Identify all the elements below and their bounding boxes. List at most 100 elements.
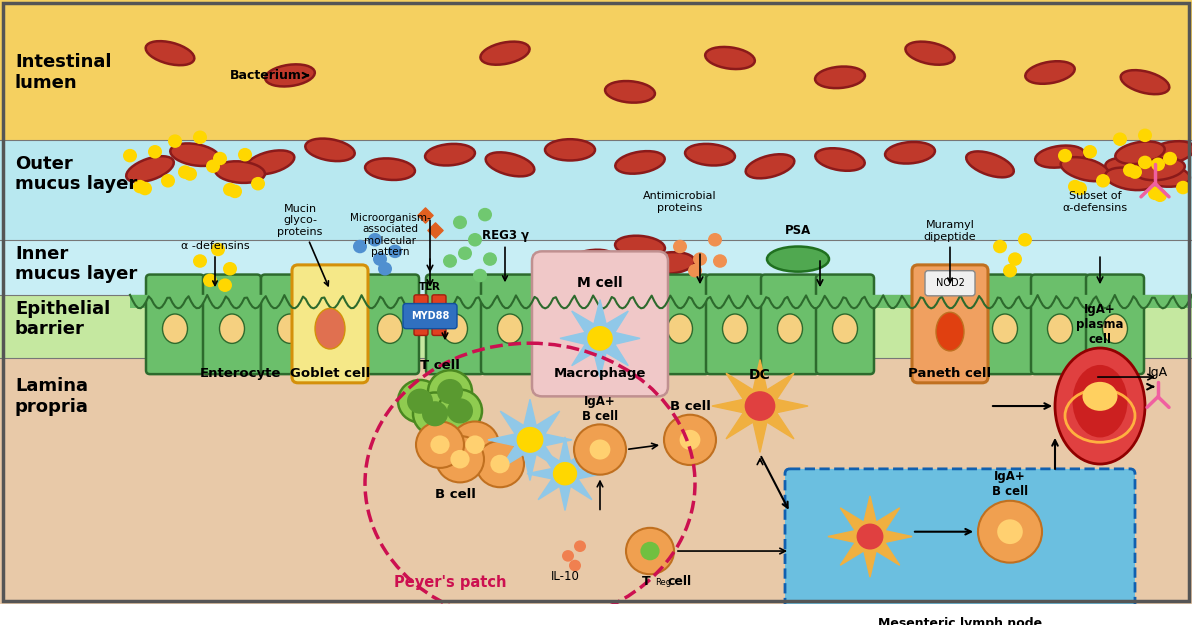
Ellipse shape: [442, 314, 467, 343]
Circle shape: [575, 541, 586, 552]
Bar: [0, 0, 1192, 140]
Polygon shape: [488, 399, 572, 481]
Text: IgA+
plasma
cell: IgA+ plasma cell: [1076, 303, 1124, 346]
Ellipse shape: [305, 139, 355, 161]
Ellipse shape: [685, 144, 735, 166]
Circle shape: [1008, 253, 1022, 266]
FancyBboxPatch shape: [760, 274, 819, 374]
Bar: [130, 295, 1192, 308]
Circle shape: [458, 246, 472, 260]
Ellipse shape: [936, 312, 964, 351]
Text: PSA: PSA: [784, 224, 811, 237]
Ellipse shape: [365, 158, 415, 180]
Ellipse shape: [1061, 157, 1110, 181]
Circle shape: [428, 370, 472, 413]
Circle shape: [437, 379, 462, 404]
Circle shape: [553, 462, 577, 486]
Ellipse shape: [465, 436, 485, 454]
Ellipse shape: [906, 42, 955, 65]
Circle shape: [228, 184, 242, 198]
FancyBboxPatch shape: [261, 274, 319, 374]
Circle shape: [412, 392, 457, 435]
FancyBboxPatch shape: [925, 271, 975, 296]
Ellipse shape: [886, 142, 935, 164]
Circle shape: [1058, 149, 1072, 162]
Circle shape: [134, 180, 147, 193]
Circle shape: [378, 262, 392, 276]
Polygon shape: [527, 437, 603, 511]
Text: Antimicrobial
proteins: Antimicrobial proteins: [644, 191, 716, 213]
Circle shape: [123, 149, 137, 162]
Circle shape: [218, 278, 232, 292]
Text: REG3 γ: REG3 γ: [482, 229, 528, 281]
Text: IgA+
B cell: IgA+ B cell: [992, 470, 1028, 498]
Text: IgA: IgA: [1148, 366, 1168, 379]
Circle shape: [389, 244, 402, 258]
Ellipse shape: [668, 314, 693, 343]
Circle shape: [1163, 152, 1177, 165]
Ellipse shape: [832, 314, 857, 343]
Circle shape: [161, 174, 175, 188]
Text: Reg: Reg: [654, 578, 671, 587]
Circle shape: [453, 216, 467, 229]
Circle shape: [857, 524, 883, 549]
Ellipse shape: [485, 152, 534, 176]
Circle shape: [1073, 182, 1087, 195]
Circle shape: [1177, 181, 1190, 194]
Ellipse shape: [777, 314, 802, 343]
Ellipse shape: [1120, 70, 1169, 94]
FancyBboxPatch shape: [403, 304, 457, 329]
Circle shape: [516, 427, 544, 453]
Circle shape: [148, 145, 162, 159]
Ellipse shape: [545, 139, 595, 161]
Ellipse shape: [126, 156, 174, 182]
Ellipse shape: [145, 41, 194, 65]
Circle shape: [473, 269, 488, 282]
Ellipse shape: [977, 501, 1042, 562]
FancyBboxPatch shape: [586, 274, 644, 374]
Ellipse shape: [246, 151, 294, 174]
Ellipse shape: [602, 314, 627, 343]
Ellipse shape: [1116, 141, 1165, 164]
Ellipse shape: [162, 314, 187, 343]
Circle shape: [1138, 129, 1151, 142]
FancyBboxPatch shape: [532, 251, 668, 396]
Ellipse shape: [480, 42, 529, 65]
FancyBboxPatch shape: [482, 274, 539, 374]
Ellipse shape: [679, 430, 701, 450]
FancyBboxPatch shape: [361, 274, 420, 374]
Ellipse shape: [219, 314, 244, 343]
Ellipse shape: [1105, 158, 1155, 181]
FancyBboxPatch shape: [145, 274, 204, 374]
FancyBboxPatch shape: [292, 265, 368, 383]
Circle shape: [569, 560, 581, 571]
Ellipse shape: [1025, 61, 1075, 84]
Circle shape: [588, 326, 613, 351]
Circle shape: [422, 401, 448, 426]
Circle shape: [993, 240, 1007, 253]
FancyBboxPatch shape: [1086, 274, 1144, 374]
Polygon shape: [560, 300, 640, 377]
Circle shape: [1084, 145, 1097, 159]
Circle shape: [1128, 165, 1142, 179]
Bar: [0, 140, 1192, 240]
Text: Goblet cell: Goblet cell: [290, 368, 371, 381]
Text: DC: DC: [749, 368, 771, 382]
FancyBboxPatch shape: [976, 274, 1033, 374]
Circle shape: [688, 264, 702, 278]
Circle shape: [211, 242, 225, 256]
Ellipse shape: [746, 154, 794, 178]
Ellipse shape: [1082, 382, 1118, 411]
Ellipse shape: [170, 143, 219, 166]
Circle shape: [238, 148, 252, 161]
Ellipse shape: [615, 236, 665, 258]
Circle shape: [447, 398, 473, 423]
FancyBboxPatch shape: [786, 469, 1135, 625]
Ellipse shape: [1073, 365, 1128, 438]
Text: TLR: TLR: [420, 282, 441, 292]
Ellipse shape: [416, 421, 464, 468]
Circle shape: [368, 233, 381, 246]
Text: T: T: [641, 575, 650, 588]
Ellipse shape: [1103, 314, 1128, 343]
Ellipse shape: [315, 308, 344, 349]
